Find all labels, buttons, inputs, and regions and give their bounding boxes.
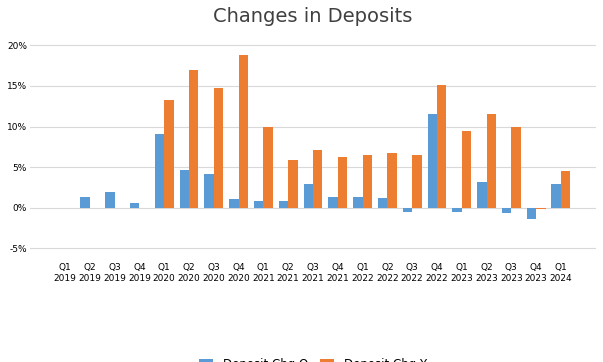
Bar xyxy=(462,131,471,208)
Bar xyxy=(338,157,347,208)
Bar xyxy=(412,155,421,208)
Bar xyxy=(80,197,90,208)
Bar xyxy=(155,134,164,208)
Legend: Deposit Chg Q, Deposit Chg Y: Deposit Chg Q, Deposit Chg Y xyxy=(195,353,431,362)
Bar xyxy=(105,191,115,208)
Bar xyxy=(288,160,297,208)
Bar xyxy=(254,201,264,208)
Title: Changes in Deposits: Changes in Deposits xyxy=(213,7,412,26)
Bar xyxy=(403,208,412,212)
Bar xyxy=(264,127,273,208)
Bar xyxy=(428,114,437,208)
Bar xyxy=(511,127,521,208)
Bar xyxy=(378,198,387,208)
Bar xyxy=(536,208,546,209)
Bar xyxy=(353,197,362,208)
Bar xyxy=(303,184,313,208)
Bar xyxy=(239,55,248,208)
Bar xyxy=(561,171,570,208)
Bar xyxy=(214,88,223,208)
Bar xyxy=(387,152,397,208)
Bar xyxy=(526,208,536,219)
Bar xyxy=(164,100,174,208)
Bar xyxy=(204,174,214,208)
Bar xyxy=(362,155,372,208)
Bar xyxy=(313,150,323,208)
Bar xyxy=(502,208,511,214)
Bar xyxy=(189,70,198,208)
Bar xyxy=(487,114,496,208)
Bar xyxy=(229,199,239,208)
Bar xyxy=(328,197,338,208)
Bar xyxy=(279,201,288,208)
Bar xyxy=(130,203,139,208)
Bar xyxy=(180,170,189,208)
Bar xyxy=(437,85,446,208)
Bar xyxy=(552,184,561,208)
Bar xyxy=(477,182,487,208)
Bar xyxy=(452,208,462,212)
